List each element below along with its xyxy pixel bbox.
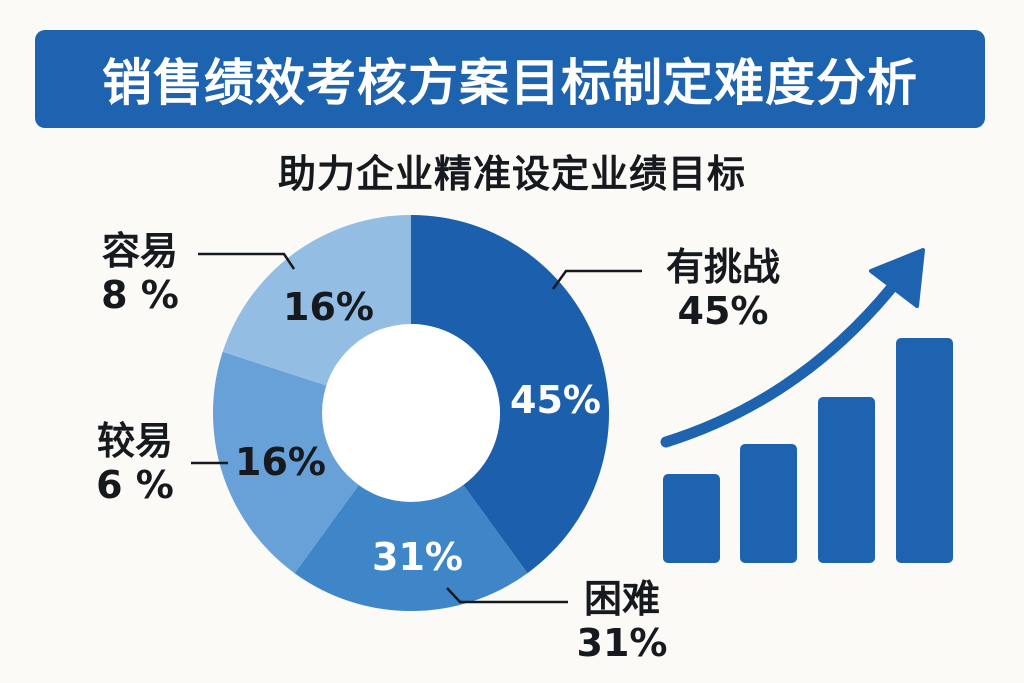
callout-fairly-easy-pct: 6 % [96,462,174,507]
leader-line-hard [446,587,568,604]
segment-challenging [411,214,610,574]
callout-hard-pct: 31% [576,620,668,665]
page-title: 销售绩效考核方案目标制定难度分析 [102,54,918,112]
callout-easy: 容易 8 % [90,229,190,317]
inner-label-fairly-easy: 16% [235,440,326,484]
callout-hard-name: 困难 [583,577,660,621]
callout-easy-name: 容易 [101,229,178,273]
callout-easy-pct: 8 % [101,272,179,317]
inner-label-hard: 31% [372,535,463,579]
callout-challenging-name: 有挑战 [665,245,780,289]
segment-hard [294,468,528,612]
subtitle: 助力企业精准设定业绩目标 [277,152,746,196]
bar-chart-with-up-arrow-icon [660,248,953,563]
leader-line-easy [198,252,296,270]
callout-hard: 困难 31% [572,577,672,665]
callout-challenging: 有挑战 45% [648,245,798,333]
title-banner: 销售绩效考核方案目标制定难度分析 [35,30,985,128]
inner-label-easy: 16% [283,285,374,329]
leader-line-challenging [551,269,642,290]
callout-challenging-pct: 45% [677,288,769,333]
callout-fairly-easy: 较易 6 % [85,419,185,507]
callout-fairly-easy-name: 较易 [96,419,173,463]
inner-label-challenging: 45% [510,378,601,422]
